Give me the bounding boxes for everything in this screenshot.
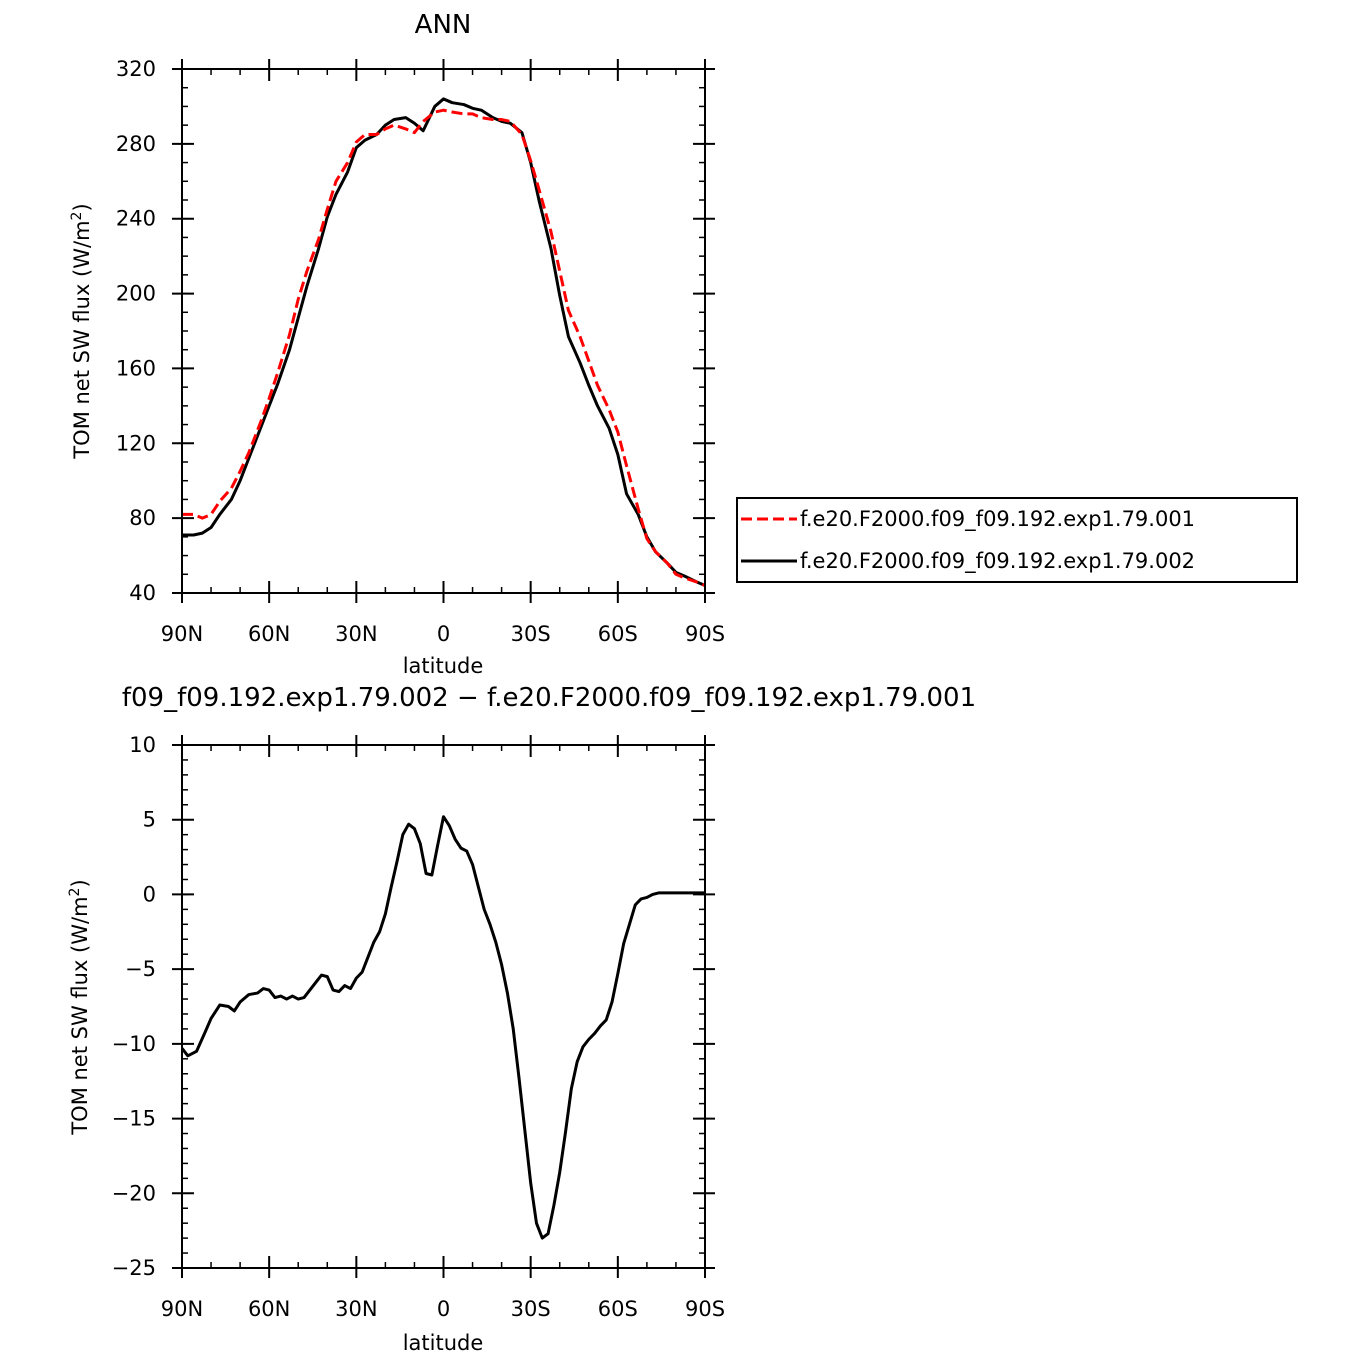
top-y-axis-label: TOM net SW flux (W/m2) bbox=[69, 203, 94, 459]
bottom-series-line-1 bbox=[180, 815, 705, 1240]
top-plot-title: ANN bbox=[415, 10, 472, 40]
bottom-x-tick-label: 30N bbox=[335, 1297, 377, 1321]
bottom-x-tick-label: 0 bbox=[437, 1297, 450, 1321]
top-y-tick-label: 240 bbox=[116, 207, 156, 231]
bottom-y-tick-label: 10 bbox=[129, 733, 156, 757]
bottom-y-tick-label: −20 bbox=[112, 1181, 156, 1205]
top-y-tick-label: 160 bbox=[116, 356, 156, 380]
bottom-y-tick-label: 5 bbox=[143, 808, 156, 832]
top-y-tick-label: 200 bbox=[116, 282, 156, 306]
top-x-tick-label: 0 bbox=[437, 622, 450, 646]
bottom-x-tick-label: 60N bbox=[248, 1297, 290, 1321]
top-x-tick-label: 90S bbox=[685, 622, 725, 646]
top-y-tick-label: 280 bbox=[116, 132, 156, 156]
top-y-tick-label: 80 bbox=[129, 506, 156, 530]
bottom-y-tick-label: −15 bbox=[112, 1107, 156, 1131]
top-x-axis-label: latitude bbox=[403, 654, 484, 678]
legend-label-001: f.e20.F2000.f09_f09.192.exp1.79.001 bbox=[800, 507, 1195, 532]
top-x-tick-label: 30N bbox=[335, 622, 377, 646]
top-y-tick-label: 320 bbox=[116, 57, 156, 81]
top-y-tick-label: 120 bbox=[116, 431, 156, 455]
top-plot: ANN 90N 60N 30N 0 30S 60S 90S 40 80 120 160 200 240 2… bbox=[69, 10, 725, 678]
top-y-axis-label-main: TOM net SW flux (W/m bbox=[70, 220, 94, 459]
bottom-plot-ticks: 90N 60N 30N 0 30S 60S 90S −25 −20 −15 −10 −5 0 5 10 bbox=[112, 733, 725, 1321]
bottom-x-tick-label: 60S bbox=[598, 1297, 638, 1321]
bottom-x-axis-label: latitude bbox=[403, 1331, 484, 1355]
bottom-y-tick-label: 0 bbox=[143, 882, 156, 906]
top-series-line-2 bbox=[182, 97, 706, 587]
bottom-y-axis-label-end: ) bbox=[68, 879, 92, 887]
top-y-axis-label-sup: 2 bbox=[69, 212, 85, 221]
top-y-tick-label: 40 bbox=[129, 581, 156, 605]
bottom-x-tick-label: 90S bbox=[685, 1297, 725, 1321]
top-series-line-1 bbox=[182, 108, 706, 587]
top-plot-frame bbox=[181, 68, 706, 594]
bottom-plot-lines bbox=[180, 815, 705, 1240]
legend-label-002: f.e20.F2000.f09_f09.192.exp1.79.002 bbox=[800, 549, 1195, 574]
bottom-y-axis-label-main: TOM net SW flux (W/m bbox=[68, 896, 92, 1135]
bottom-y-axis-label: TOM net SW flux (W/m2) bbox=[67, 879, 92, 1135]
bottom-y-tick-label: −5 bbox=[125, 957, 156, 981]
bottom-plot-title: f09_f09.192.exp1.79.002 − f.e20.F2000.f0… bbox=[122, 683, 976, 713]
bottom-x-tick-label: 90N bbox=[161, 1297, 203, 1321]
top-plot-lines bbox=[182, 97, 706, 587]
legend-box bbox=[736, 497, 1298, 583]
bottom-plot: f09_f09.192.exp1.79.002 − f.e20.F2000.f0… bbox=[67, 683, 976, 1355]
legend: f.e20.F2000.f09_f09.192.exp1.79.001 f.e2… bbox=[736, 497, 1298, 583]
bottom-y-axis-label-sup: 2 bbox=[67, 888, 83, 897]
top-x-tick-label: 60N bbox=[248, 622, 290, 646]
top-plot-ticks: 90N 60N 30N 0 30S 60S 90S 40 80 120 160 200 240 280 32… bbox=[116, 57, 725, 646]
top-x-tick-label: 90N bbox=[161, 622, 203, 646]
top-x-tick-label: 60S bbox=[598, 622, 638, 646]
bottom-y-tick-label: −10 bbox=[112, 1032, 156, 1056]
top-x-tick-label: 30S bbox=[511, 622, 551, 646]
bottom-x-tick-label: 30S bbox=[511, 1297, 551, 1321]
top-y-axis-label-end: ) bbox=[70, 203, 94, 211]
bottom-y-tick-label: −25 bbox=[112, 1256, 156, 1280]
